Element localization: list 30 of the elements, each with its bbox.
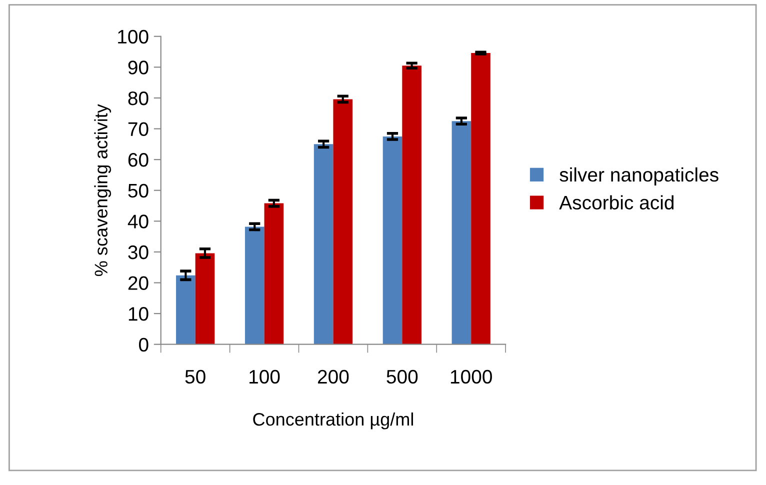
y-tick-label: 10 [128, 307, 148, 321]
bar [402, 66, 422, 344]
y-tick-label: 30 [128, 245, 148, 260]
x-tick-label: 50 [185, 370, 206, 384]
x-tick-label: 500 [386, 370, 418, 384]
y-axis-title: % scavenging activity [94, 104, 112, 276]
legend-label: silver nanopaticles [560, 167, 718, 186]
x-tick-label: 1000 [450, 370, 492, 384]
x-axis-title: Concentration µg/ml [253, 412, 413, 430]
bar [452, 121, 472, 344]
bar [264, 203, 284, 344]
bar [382, 136, 402, 344]
legend-label: Ascorbic acid [559, 195, 674, 210]
x-tick-label: 100 [250, 370, 280, 384]
x-tick-label: 200 [318, 370, 349, 384]
bar [176, 275, 196, 344]
y-tick-label: 80 [128, 91, 148, 106]
bar [314, 144, 334, 344]
bar [195, 253, 215, 344]
y-tick-label: 50 [128, 184, 148, 198]
y-tick-label: 90 [128, 60, 148, 74]
bar [244, 226, 264, 344]
y-tick-label: 100 [118, 30, 148, 44]
y-tick-label: 40 [128, 214, 148, 228]
y-tick-label: 70 [128, 122, 148, 136]
y-tick-label: 20 [128, 276, 148, 290]
y-tick-label: 0 [139, 338, 148, 352]
bar [333, 99, 353, 344]
y-tick-label: 60 [128, 153, 148, 167]
bar [471, 53, 490, 344]
